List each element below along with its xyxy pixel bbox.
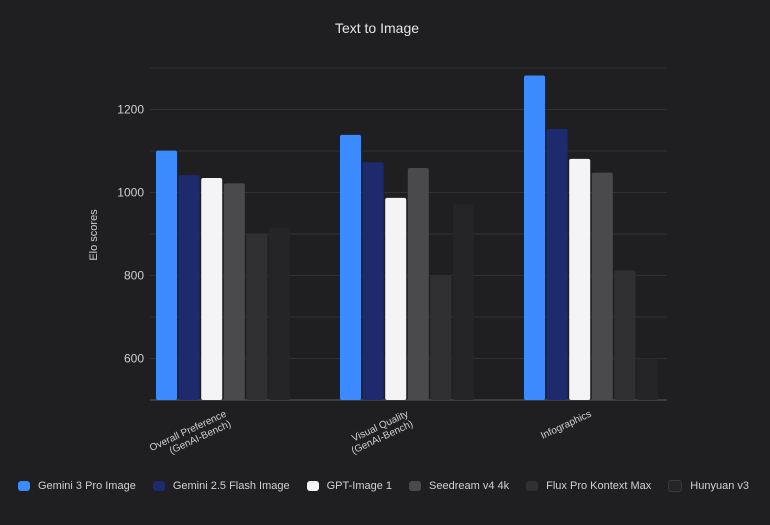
- bar-chart: Text to Image 600 800 1000 1200 Elo scores Ove…: [88, 20, 667, 464]
- legend-swatch: [306, 481, 319, 491]
- bar: [614, 270, 636, 400]
- legend-swatch: [526, 481, 539, 491]
- legend-item: GPT-Image 1: [306, 480, 393, 492]
- legend-label: Gemini 3 Pro Image: [38, 480, 136, 492]
- legend-label: GPT-Image 1: [326, 480, 393, 492]
- legend-swatch: [668, 480, 683, 492]
- y-tick-label: 1200: [117, 103, 144, 117]
- bar: [223, 183, 245, 400]
- x-tick-label: Infographics: [539, 409, 593, 442]
- bar: [201, 177, 223, 400]
- y-tick-label: 600: [124, 352, 144, 366]
- bar: [246, 234, 268, 400]
- bar: [591, 172, 613, 400]
- legend-swatch: [18, 481, 30, 491]
- x-tick-label: Visual Quality(GenAI-Bench): [345, 409, 415, 457]
- bar: [524, 75, 545, 400]
- bar: [385, 197, 407, 400]
- legend-item: Gemini 2.5 Flash Image: [152, 480, 290, 492]
- x-tick-label-line: Infographics: [539, 409, 593, 442]
- bar: [569, 158, 591, 400]
- x-tick-label: Overall Preference(GenAI-Bench): [148, 409, 233, 464]
- bar: [453, 204, 474, 400]
- bar: [156, 150, 177, 400]
- y-tick-label: 800: [124, 269, 144, 283]
- legend-swatch: [409, 481, 422, 491]
- bar: [430, 275, 452, 400]
- legend-item: Hunyuan v3: [668, 480, 749, 492]
- legend-swatch: [152, 481, 165, 491]
- legend-item: Flux Pro Kontext Max: [526, 480, 651, 492]
- bar: [178, 175, 200, 400]
- chart-title: Text to Image: [335, 20, 419, 36]
- y-tick-label: 1000: [117, 186, 144, 200]
- legend-label: Gemini 2.5 Flash Image: [172, 480, 290, 492]
- bar: [546, 129, 568, 400]
- bar: [407, 168, 429, 400]
- bar: [362, 162, 384, 400]
- legend-label: Hunyuan v3: [690, 480, 750, 492]
- legend-label: Seedream v4 4k: [429, 480, 510, 492]
- legend-label: Flux Pro Kontext Max: [546, 480, 652, 492]
- bar: [637, 358, 658, 400]
- bar: [269, 227, 290, 400]
- legend-item: Seedream v4 4k: [409, 480, 509, 492]
- legend-item: Gemini 3 Pro Image: [18, 480, 136, 492]
- chart-legend: Gemini 3 Pro Image Gemini 2.5 Flash Image…: [18, 480, 766, 492]
- y-axis-label: Elo scores: [88, 209, 100, 261]
- bar: [340, 134, 361, 400]
